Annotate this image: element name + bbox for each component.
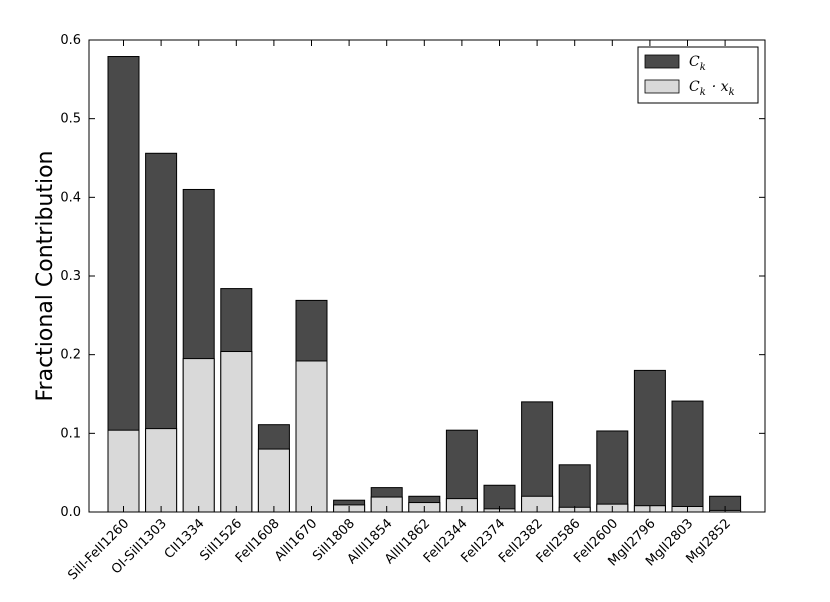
bar-ck-xk <box>182 358 215 513</box>
bar-ck <box>558 464 591 513</box>
y-tick-label: 0.3 <box>60 269 81 284</box>
legend-swatch-ckxk <box>644 79 680 94</box>
bar-ck-xk <box>145 428 178 513</box>
legend-label-ckxk: Ck · xk <box>689 79 735 98</box>
y-tick-label: 0.2 <box>60 348 81 363</box>
bar-ck <box>596 430 629 513</box>
y-tick-label: 0.4 <box>60 190 81 205</box>
bar-ck-xk <box>220 351 253 513</box>
y-tick-label: 0.0 <box>60 505 81 520</box>
plot-frame <box>88 39 766 513</box>
bar-ck-xk <box>107 429 140 513</box>
y-tick-label: 0.5 <box>60 112 81 127</box>
y-axis-label: Fractional Contribution <box>33 150 58 401</box>
bar-ck <box>633 369 666 513</box>
y-axis-ticks: 0.0 0.1 0.2 0.3 0.4 0.5 0.6 <box>60 33 765 520</box>
bars-group <box>107 56 742 513</box>
y-tick-label: 0.6 <box>60 33 81 48</box>
legend: Ck Ck · xk <box>637 46 759 104</box>
bar-ck <box>521 401 554 513</box>
bar-ck-xk <box>295 360 328 513</box>
bar-ck-xk <box>257 448 290 513</box>
legend-swatch-ck <box>644 54 680 69</box>
y-tick-label: 0.1 <box>60 426 81 441</box>
bar-ck <box>671 400 704 513</box>
legend-label-ck: Ck <box>689 54 706 73</box>
